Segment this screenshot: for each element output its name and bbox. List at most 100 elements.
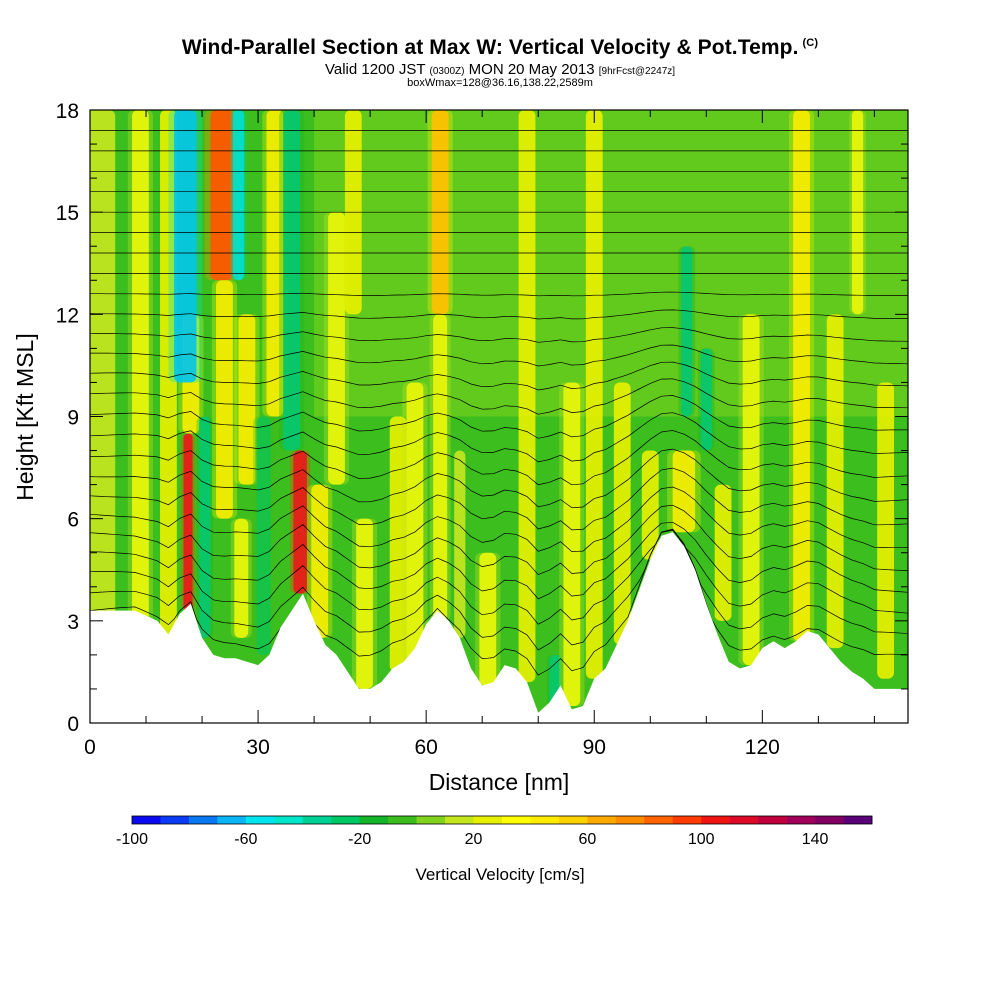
- isentrope-8: [90, 430, 908, 486]
- velocity-column-23: [433, 314, 448, 621]
- colorbar-swatch-8: [359, 816, 389, 824]
- isentrope-9: [90, 412, 908, 463]
- y-tick-label-0: 0: [67, 713, 79, 736]
- isentrope-13: [90, 344, 908, 367]
- velocity-column-halo-34: [697, 348, 715, 451]
- velocity-column-25: [479, 552, 497, 686]
- x-tick-label-0: 0: [84, 736, 96, 759]
- chart-subtitle: Valid 1200 JST (0300Z) MON 20 May 2013 […: [324, 61, 676, 78]
- velocity-column-34: [700, 348, 712, 451]
- velocity-column-halo-1: [127, 110, 154, 723]
- colorbar-swatch-20: [701, 816, 730, 824]
- colorbar: -100 -60 -20 20 60 100 140: [116, 815, 873, 848]
- isentrope-6: [90, 467, 908, 531]
- velocity-column-3: [183, 433, 193, 611]
- velocity-column-halo-9: [230, 110, 247, 281]
- velocity-column-30: [613, 382, 631, 645]
- velocity-column-11: [238, 314, 256, 485]
- isentrope-15: [90, 309, 908, 320]
- colorbar-swatch-23: [786, 816, 816, 824]
- isentrope-2: [90, 529, 908, 625]
- colorbar-swatch-4: [245, 816, 275, 824]
- velocity-column-6: [199, 416, 211, 638]
- colorbar-swatch-6: [302, 816, 332, 824]
- velocity-column-halo-6: [196, 416, 214, 638]
- colorbar-swatch-25: [843, 816, 873, 824]
- velocity-field-wash: [314, 110, 908, 417]
- colorbar-tick-label-3: 20: [465, 831, 483, 848]
- velocity-column-40: [877, 382, 894, 679]
- velocity-column-halo-23: [429, 314, 451, 621]
- isentrope-16: [90, 291, 908, 297]
- velocity-column-37: [793, 110, 810, 642]
- colorbar-title: Vertical Velocity [cm/s]: [415, 865, 584, 884]
- velocity-column-8: [216, 280, 233, 519]
- x-tick-label-30: 30: [246, 736, 269, 759]
- isentrope-14: [90, 327, 908, 343]
- velocity-column-14: [293, 450, 307, 594]
- velocity-column-halo-28: [559, 382, 585, 706]
- velocity-column-24: [454, 450, 466, 638]
- velocity-column-20: [389, 416, 407, 672]
- y-tick-label-9: 9: [67, 407, 79, 430]
- y-tick-label-18: 18: [56, 100, 79, 123]
- colorbar-tick-label-5: 100: [688, 831, 715, 848]
- velocity-column-halo-25: [475, 552, 501, 686]
- terrain-mask: [90, 532, 908, 723]
- velocity-column-19: [356, 518, 373, 689]
- y-tick-label-12: 12: [56, 304, 79, 327]
- colorbar-swatch-16: [587, 816, 617, 824]
- velocity-column-7: [210, 110, 233, 281]
- colorbar-tick-label-6: 140: [802, 831, 829, 848]
- isentrope-10: [90, 395, 908, 439]
- velocity-column-halo-7: [204, 110, 239, 281]
- colorbar-frame: [131, 815, 873, 825]
- colorbar-tick-label-1: -60: [234, 831, 257, 848]
- colorbar-swatch-13: [502, 816, 531, 824]
- colorbar-swatch-12: [473, 816, 503, 824]
- x-tick-label-60: 60: [414, 736, 437, 759]
- colorbar-swatch-17: [615, 816, 645, 824]
- isentrope-11: [90, 378, 908, 415]
- velocity-column-halo-10: [230, 518, 252, 638]
- velocity-column-9: [232, 110, 245, 281]
- velocity-column-31: [641, 450, 659, 560]
- isentrope-7: [90, 448, 908, 509]
- velocity-column-halo-3: [181, 433, 195, 611]
- velocity-column-halo-14: [290, 450, 311, 594]
- velocity-column-halo-13: [262, 110, 288, 417]
- chart-subtitle-2: boxWmax=128@36.16,138.22,2589m: [407, 77, 593, 89]
- colorbar-swatch-14: [530, 816, 560, 824]
- colorbar-swatch-24: [815, 816, 844, 824]
- colorbar-swatch-0: [132, 816, 161, 824]
- velocity-column-12: [256, 416, 271, 655]
- velocity-column-halo-11: [234, 314, 260, 485]
- velocity-column-33: [681, 246, 693, 417]
- velocity-column-17: [328, 212, 345, 485]
- isentrope-0: [90, 528, 908, 676]
- velocity-column-35: [714, 484, 732, 621]
- y-tick-label-15: 15: [56, 202, 79, 225]
- colorbar-swatch-2: [188, 816, 218, 824]
- y-axis-title: Height [Kft MSL]: [12, 333, 38, 500]
- velocity-column-28: [563, 382, 581, 706]
- copyright-mark: (C): [802, 37, 819, 49]
- x-axis-title: Distance [nm]: [429, 769, 570, 795]
- isentrope-4: [90, 504, 908, 576]
- velocity-column-29: [585, 110, 603, 679]
- chart-title: Wind-Parallel Section at Max W: Vertical…: [181, 36, 819, 59]
- y-tick-label-3: 3: [67, 611, 79, 634]
- colorbar-swatch-7: [331, 816, 360, 824]
- plot-area: [90, 110, 908, 723]
- velocity-column-10: [234, 518, 249, 638]
- x-tick-label-90: 90: [583, 736, 606, 759]
- colorbar-swatch-15: [558, 816, 588, 824]
- colorbar-swatch-3: [217, 816, 247, 824]
- velocity-column-halo-17: [323, 212, 350, 485]
- axes: 0 30 60 90 120 0 3 6 9 12 15 18: [56, 100, 908, 759]
- colorbar-tick-label-0: -100: [116, 831, 148, 848]
- x-tick-label-120: 120: [745, 736, 780, 759]
- velocity-column-halo-19: [351, 518, 378, 689]
- velocity-column-halo-8: [211, 280, 238, 519]
